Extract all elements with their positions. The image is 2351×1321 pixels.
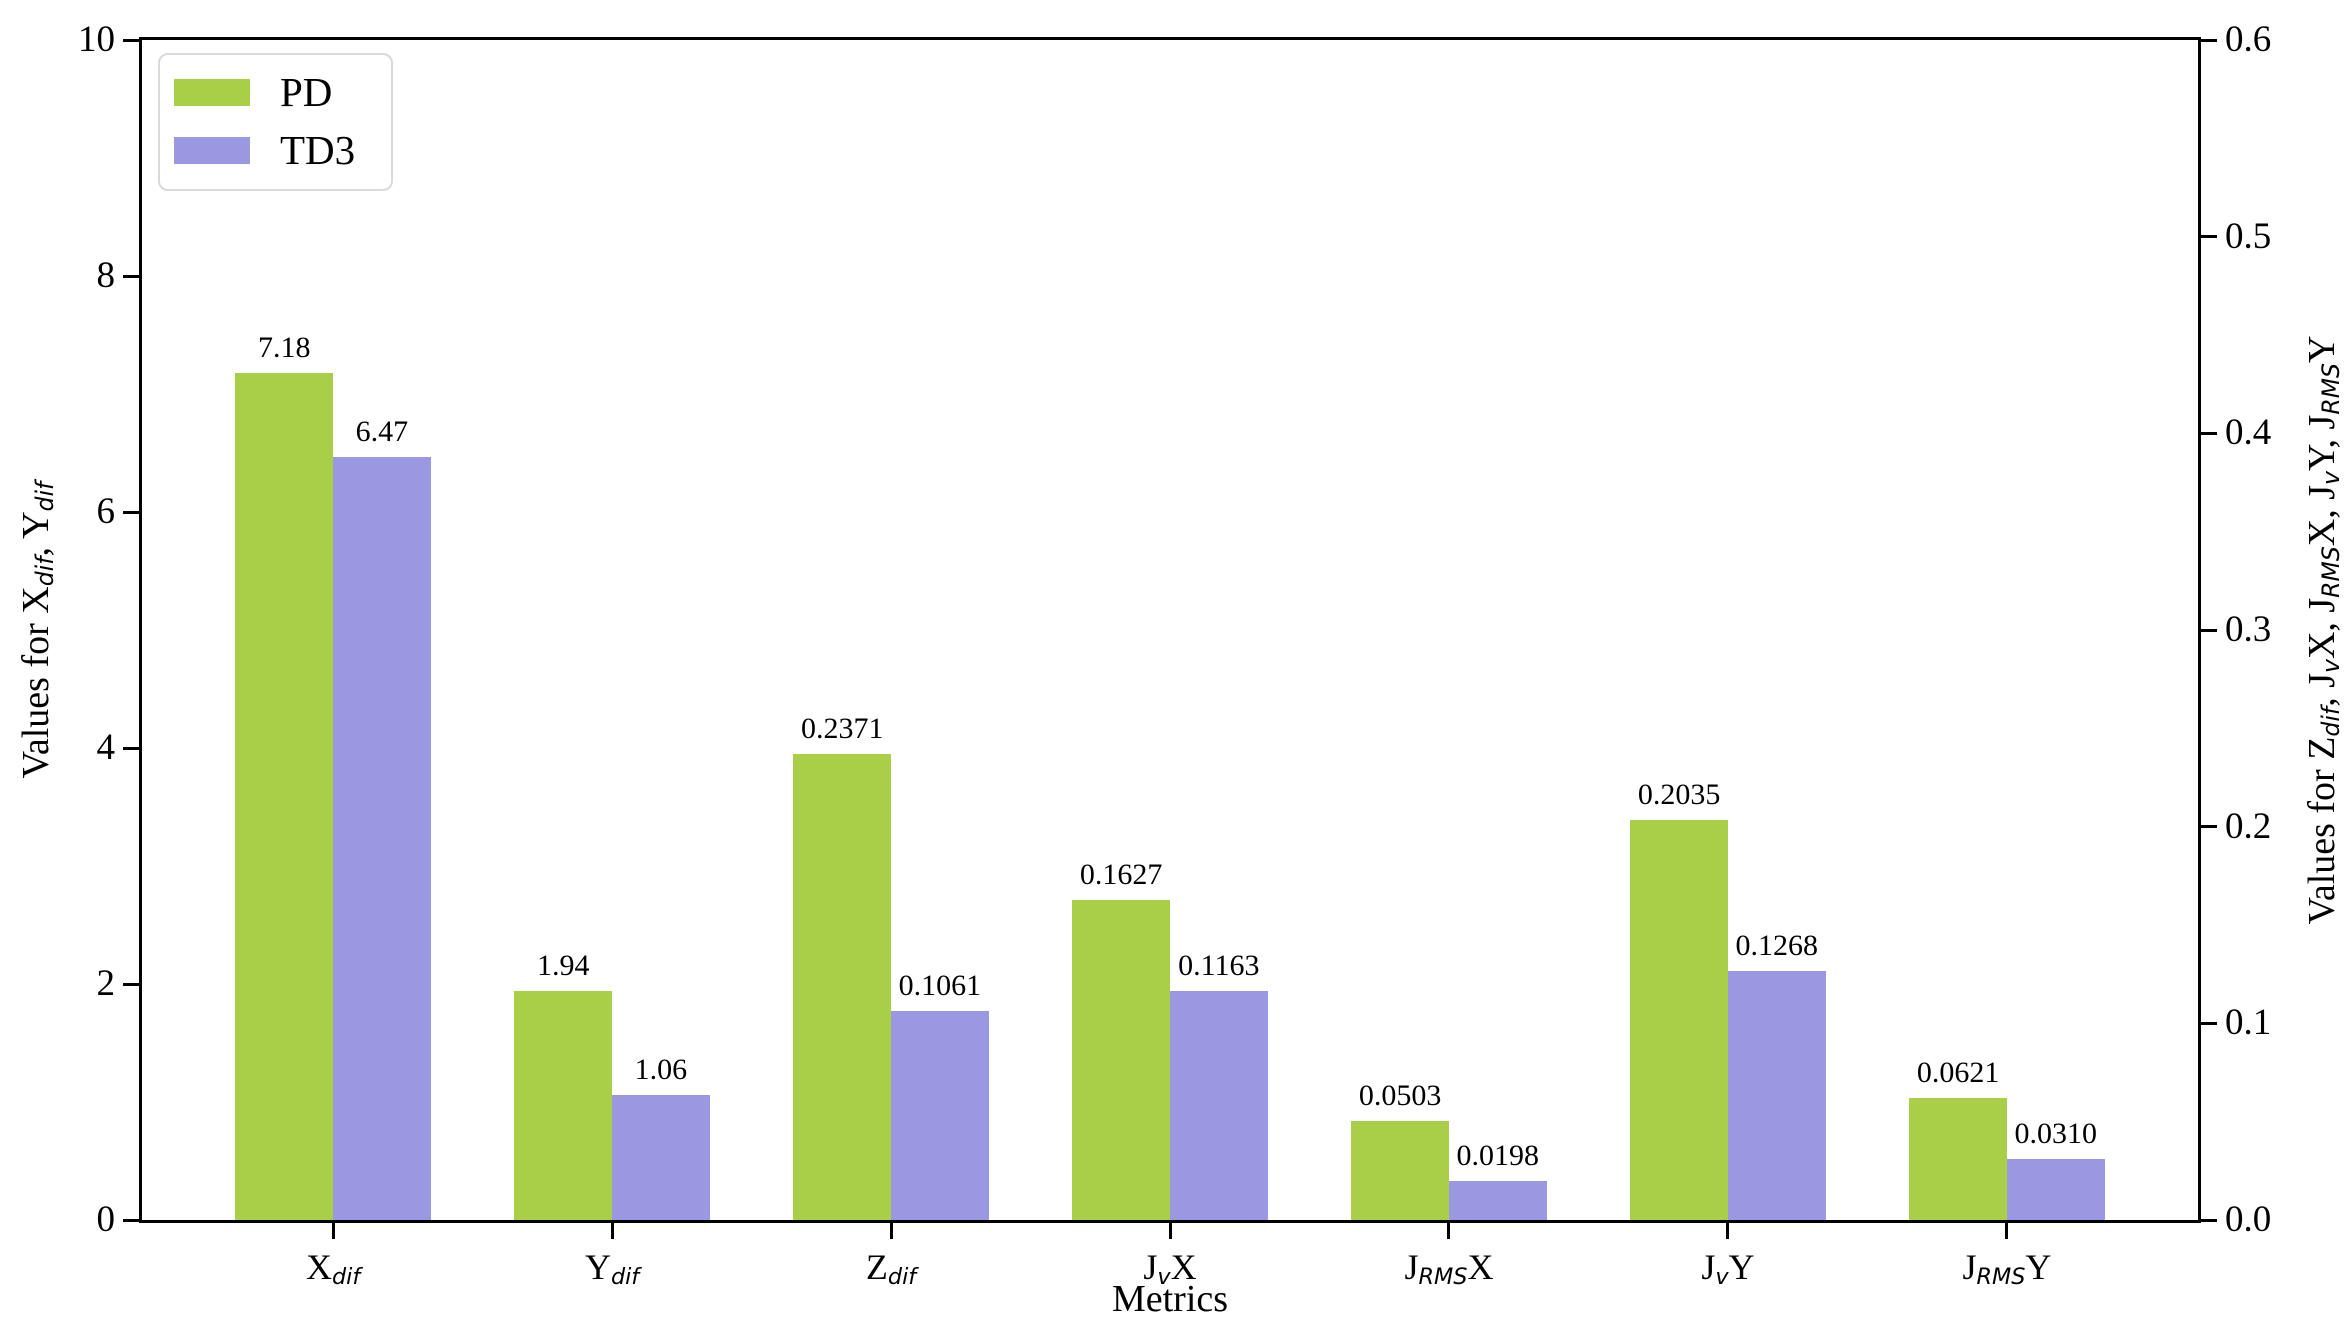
y-tick-label-right-0.1: 0.1: [2225, 1002, 2272, 1044]
y-tick-label-right-0.0: 0.0: [2225, 1199, 2272, 1240]
y-tick-left-10: [123, 38, 139, 42]
bar-value-pd-1: 1.94: [536, 949, 590, 983]
y-tick-label-right-0.2: 0.2: [2225, 805, 2272, 847]
legend-item-td3: TD3: [174, 128, 355, 172]
x-axis-label: Metrics: [1111, 1278, 1229, 1320]
bar-td3-3: [1170, 991, 1268, 1220]
y-tick-label-right-0.6: 0.6: [2225, 19, 2272, 60]
bar-pd-5: [1630, 819, 1728, 1220]
y-tick-left-0: [123, 1218, 139, 1222]
bar-pd-3: [1072, 900, 1170, 1220]
y-tick-right-0.1: [2201, 1021, 2217, 1025]
bar-pd-6: [1909, 1097, 2007, 1220]
bar-value-td3-5: 0.1268: [1735, 928, 1819, 962]
y-tick-label-left-10: 10: [78, 19, 115, 60]
y-axis-label-left: Values for Xdif, Ydif: [15, 481, 60, 779]
y-tick-label-left-0: 0: [96, 1199, 116, 1240]
legend-swatch-pd: [174, 78, 250, 106]
bar-td3-5: [1727, 970, 1826, 1220]
y-tick-right-0.4: [2201, 431, 2217, 435]
y-tick-label-left-8: 8: [96, 255, 116, 296]
bar-value-td3-0: 6.47: [355, 414, 409, 448]
y-tick-label-left-4: 4: [96, 727, 116, 768]
legend-label-td3: TD3: [280, 127, 356, 173]
bar-td3-4: [1448, 1181, 1547, 1220]
bar-td3-2: [891, 1011, 989, 1220]
plot-area: PD TD3 7.18 1.94 0.2371 0.1627 0.0503 0.2035 0…: [142, 40, 2198, 1220]
bar-value-pd-5: 0.2035: [1637, 777, 1721, 811]
y-tick-right-0.5: [2201, 235, 2217, 239]
x-tick-label-1: Ydif: [584, 1247, 640, 1290]
x-tick-label-6: JRMSY: [1962, 1247, 2052, 1290]
bar-value-pd-0: 7.18: [258, 330, 311, 364]
x-tick-0: [331, 1223, 335, 1239]
x-tick-2: [889, 1223, 893, 1239]
x-tick-label-0: Xdif: [305, 1247, 361, 1290]
bar-value-td3-4: 0.0198: [1456, 1139, 1540, 1173]
x-tick-label-3: JvX: [1143, 1247, 1197, 1290]
bar-value-pd-6: 0.0621: [1916, 1055, 2000, 1089]
y-tick-left-8: [123, 274, 139, 278]
bar-value-pd-3: 0.1627: [1079, 858, 1163, 892]
bar-pd-4: [1351, 1121, 1449, 1220]
x-tick-3: [1168, 1223, 1172, 1239]
bar-value-td3-6: 0.0310: [2014, 1117, 2097, 1151]
legend-label-pd: PD: [280, 69, 333, 115]
bar-value-td3-1: 1.06: [634, 1052, 688, 1086]
legend: PD TD3: [158, 53, 394, 191]
y-tick-right-0.3: [2201, 628, 2217, 632]
y-tick-right-0.2: [2201, 825, 2217, 829]
y-tick-label-right-0.4: 0.4: [2225, 412, 2272, 454]
y-tick-right-0.6: [2201, 38, 2217, 42]
legend-item-pd: PD: [174, 70, 355, 114]
y-tick-label-left-2: 2: [96, 963, 116, 1004]
bar-td3-0: [333, 456, 431, 1220]
bar-value-td3-3: 0.1163: [1178, 949, 1260, 983]
y-tick-label-right-0.3: 0.3: [2225, 609, 2272, 650]
x-tick-6: [2005, 1223, 2009, 1239]
y-tick-label-right-0.5: 0.5: [2225, 215, 2272, 257]
x-tick-5: [1726, 1223, 1730, 1239]
y-tick-left-2: [123, 982, 139, 986]
bar-pd-1: [514, 991, 613, 1220]
x-tick-label-5: JvY: [1701, 1247, 1755, 1290]
x-tick-4: [1447, 1223, 1451, 1239]
x-tick-1: [610, 1223, 614, 1239]
bar-value-td3-2: 0.1061: [898, 969, 982, 1003]
bar-value-pd-4: 0.0503: [1358, 1079, 1442, 1113]
x-tick-label-2: Zdif: [865, 1247, 917, 1290]
y-tick-label-left-6: 6: [96, 491, 116, 532]
bar-pd-0: [235, 372, 334, 1220]
bar-td3-6: [2006, 1159, 2105, 1220]
y-tick-left-6: [123, 510, 139, 514]
bar-value-pd-2: 0.2371: [800, 711, 884, 745]
x-tick-label-4: JRMSX: [1404, 1247, 1494, 1290]
y-tick-right-0.0: [2201, 1218, 2217, 1222]
legend-swatch-td3: [174, 136, 250, 164]
y-axis-label-right: Values for Zdif, JvX, JRMSX, JvY, JRMSY: [2301, 335, 2346, 925]
bar-td3-1: [612, 1094, 710, 1220]
bar-pd-2: [793, 753, 892, 1220]
y-tick-left-4: [123, 746, 139, 750]
